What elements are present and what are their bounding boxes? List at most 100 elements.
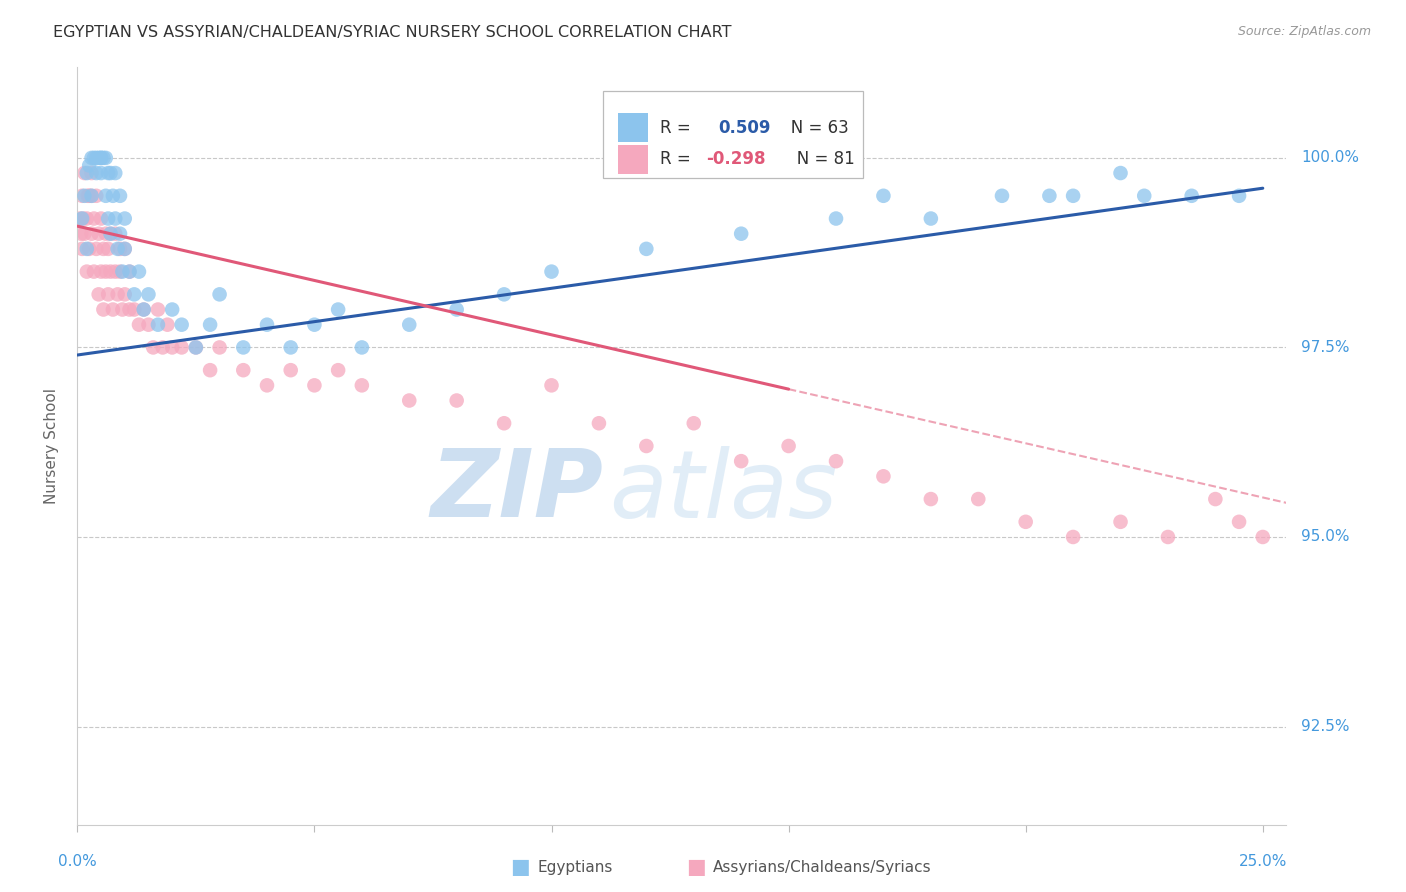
Point [76, 265, 98, 279]
Point [70, 189, 93, 203]
Point [107, 287, 129, 301]
Point [198, 318, 221, 332]
Point [72, 211, 94, 226]
Point [76, 189, 98, 203]
Point [90, 211, 112, 226]
Point [280, 363, 302, 377]
Point [184, 341, 207, 355]
Text: ■: ■ [686, 857, 706, 877]
Point [280, 341, 302, 355]
Point [1227, 189, 1250, 203]
Point [84, 189, 107, 203]
Text: ZIP: ZIP [430, 445, 603, 538]
Text: Egyptians: Egyptians [537, 860, 613, 874]
Point [80, 189, 103, 203]
Point [132, 302, 155, 317]
Point [208, 341, 231, 355]
Point [730, 454, 752, 468]
Point [73, 189, 96, 203]
Point [122, 287, 145, 301]
Point [152, 341, 174, 355]
Point [90, 166, 112, 180]
Point [97, 211, 120, 226]
Point [184, 341, 207, 355]
Point [920, 211, 942, 226]
Point [76, 166, 98, 180]
Point [1204, 492, 1226, 507]
Point [1109, 166, 1132, 180]
Point [256, 318, 278, 332]
Point [70, 242, 93, 256]
Point [111, 265, 134, 279]
Point [83, 265, 105, 279]
Point [920, 492, 942, 507]
Point [90, 151, 112, 165]
Point [100, 265, 122, 279]
Point [80, 227, 103, 241]
Text: 0.509: 0.509 [718, 119, 770, 136]
Point [326, 363, 349, 377]
Point [208, 287, 231, 301]
Point [70, 211, 93, 226]
Point [76, 211, 98, 226]
Point [87, 287, 110, 301]
Point [69, 211, 91, 226]
Point [232, 341, 254, 355]
Point [304, 378, 326, 392]
Point [540, 378, 562, 392]
Point [304, 318, 326, 332]
Point [1062, 530, 1084, 544]
Point [84, 242, 107, 256]
Point [398, 393, 420, 408]
Point [87, 151, 110, 165]
Point [118, 302, 141, 317]
Point [114, 287, 136, 301]
Point [825, 211, 848, 226]
Point [730, 227, 752, 241]
Point [588, 417, 610, 431]
Text: Assyrians/Chaldeans/Syriacs: Assyrians/Chaldeans/Syriacs [713, 860, 931, 874]
Point [73, 227, 96, 241]
Point [198, 363, 221, 377]
Text: R =: R = [661, 150, 696, 169]
Point [156, 318, 179, 332]
Point [1038, 189, 1060, 203]
Point [108, 227, 131, 241]
Text: 25.0%: 25.0% [1239, 854, 1286, 869]
Point [132, 302, 155, 317]
Point [991, 189, 1014, 203]
Point [80, 166, 103, 180]
Point [114, 211, 136, 226]
Point [97, 166, 120, 180]
Point [108, 242, 131, 256]
Point [101, 189, 124, 203]
Point [446, 393, 468, 408]
Point [1181, 189, 1204, 203]
Point [122, 302, 145, 317]
Y-axis label: Nursery School: Nursery School [44, 388, 59, 504]
Point [80, 151, 103, 165]
Point [118, 265, 141, 279]
Point [128, 265, 150, 279]
Point [256, 378, 278, 392]
Point [108, 189, 131, 203]
Point [128, 318, 150, 332]
Text: atlas: atlas [609, 446, 838, 537]
Point [84, 151, 107, 165]
Point [100, 227, 122, 241]
Point [87, 227, 110, 241]
Point [83, 211, 105, 226]
Point [104, 265, 127, 279]
Point [1109, 515, 1132, 529]
Point [77, 159, 100, 173]
Point [636, 439, 658, 453]
Point [446, 302, 468, 317]
Point [494, 417, 516, 431]
Text: 95.0%: 95.0% [1301, 530, 1350, 544]
Point [682, 417, 704, 431]
Point [104, 211, 127, 226]
Point [94, 151, 117, 165]
Text: ■: ■ [510, 857, 530, 877]
Point [494, 287, 516, 301]
Text: 97.5%: 97.5% [1301, 340, 1350, 355]
